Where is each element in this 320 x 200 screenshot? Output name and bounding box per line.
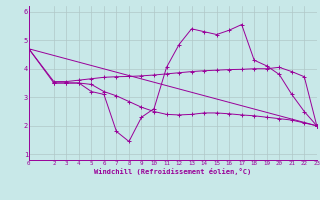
X-axis label: Windchill (Refroidissement éolien,°C): Windchill (Refroidissement éolien,°C) [94, 168, 252, 175]
